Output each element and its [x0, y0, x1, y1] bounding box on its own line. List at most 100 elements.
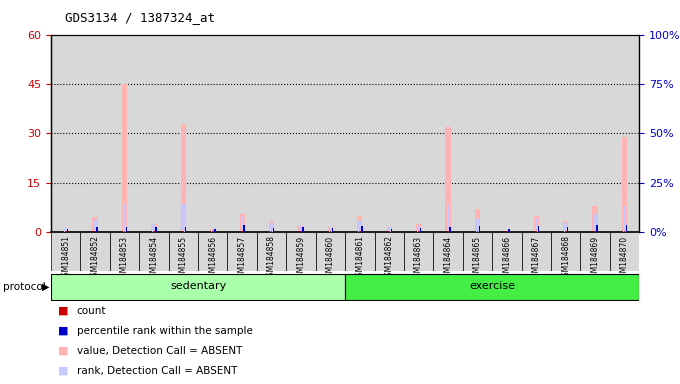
Text: GSM184854: GSM184854 [150, 235, 158, 281]
Bar [404, 232, 433, 271]
Bar [227, 35, 257, 232]
Bar [563, 221, 568, 232]
Bar [316, 232, 345, 271]
Text: count: count [77, 306, 106, 316]
Bar [433, 35, 462, 232]
Bar [581, 35, 610, 232]
Bar [386, 227, 392, 232]
Bar [416, 224, 422, 232]
Bar [80, 35, 109, 232]
Bar [51, 232, 80, 271]
Bar [447, 231, 449, 232]
Bar [610, 35, 639, 232]
Bar [462, 35, 492, 232]
Text: GDS3134 / 1387324_at: GDS3134 / 1387324_at [65, 12, 215, 25]
Text: ■: ■ [58, 346, 68, 356]
Bar [626, 225, 627, 232]
Bar [155, 227, 156, 232]
Bar [330, 231, 331, 232]
Bar [241, 231, 243, 232]
Bar [462, 232, 492, 271]
Text: rank, Detection Call = ABSENT: rank, Detection Call = ABSENT [77, 366, 237, 376]
Bar [375, 232, 404, 271]
Bar [538, 227, 539, 232]
Bar [492, 232, 522, 271]
Bar [492, 35, 522, 232]
Text: ■: ■ [58, 306, 68, 316]
Bar [169, 232, 198, 271]
Bar [359, 231, 360, 232]
Bar [564, 223, 567, 232]
Bar [126, 227, 127, 232]
Bar [64, 228, 67, 232]
Bar [508, 229, 509, 232]
Text: GSM184856: GSM184856 [208, 235, 217, 281]
Bar [388, 231, 390, 232]
Bar [63, 229, 69, 232]
Bar [594, 231, 596, 232]
Bar [534, 216, 539, 232]
Bar [476, 220, 479, 232]
Bar [181, 124, 186, 232]
Bar [257, 35, 286, 232]
Bar [418, 231, 420, 232]
Bar [299, 226, 304, 232]
Bar [303, 227, 304, 232]
Bar [214, 229, 216, 232]
Bar [388, 227, 391, 232]
Bar [534, 218, 538, 232]
Bar [622, 137, 627, 232]
Bar [185, 227, 186, 232]
Bar [522, 35, 551, 232]
Bar [551, 232, 580, 271]
Bar [565, 231, 566, 232]
Bar [169, 35, 198, 232]
Text: GSM184852: GSM184852 [90, 235, 99, 281]
Text: GSM184864: GSM184864 [443, 235, 452, 281]
Bar [210, 229, 216, 232]
Bar [404, 35, 433, 232]
Text: ■: ■ [58, 366, 68, 376]
Bar [211, 229, 214, 232]
Bar [139, 232, 169, 271]
Bar [286, 35, 316, 232]
Bar [51, 274, 345, 300]
Bar [67, 229, 69, 232]
Text: GSM184869: GSM184869 [591, 235, 600, 281]
Bar [623, 205, 626, 232]
Text: percentile rank within the sample: percentile rank within the sample [77, 326, 253, 336]
Bar [592, 206, 598, 232]
Text: GSM184858: GSM184858 [267, 235, 276, 281]
Bar [182, 231, 184, 232]
Bar [417, 227, 420, 232]
Bar [375, 35, 404, 232]
Text: GSM184865: GSM184865 [473, 235, 482, 281]
Bar [123, 204, 126, 232]
Bar [270, 223, 273, 232]
Bar [581, 232, 610, 271]
Bar [241, 217, 243, 232]
Bar [390, 229, 392, 232]
Bar [420, 228, 422, 232]
Text: GSM184866: GSM184866 [503, 235, 511, 281]
Bar [449, 227, 451, 232]
Bar [286, 232, 316, 271]
Bar [139, 35, 169, 232]
Bar [567, 227, 568, 232]
Bar [198, 232, 227, 271]
Bar [151, 224, 156, 232]
Bar [357, 216, 362, 232]
Text: ■: ■ [58, 326, 68, 336]
Text: GSM184853: GSM184853 [120, 235, 129, 281]
Bar [522, 232, 551, 271]
Text: protocol: protocol [3, 282, 46, 292]
Bar [447, 205, 449, 232]
Bar [80, 232, 109, 271]
Bar [316, 35, 345, 232]
Bar [51, 35, 80, 232]
Bar [124, 231, 125, 232]
Bar [361, 227, 362, 232]
Bar [433, 232, 462, 271]
Bar [92, 217, 98, 232]
Text: GSM184868: GSM184868 [561, 235, 570, 281]
